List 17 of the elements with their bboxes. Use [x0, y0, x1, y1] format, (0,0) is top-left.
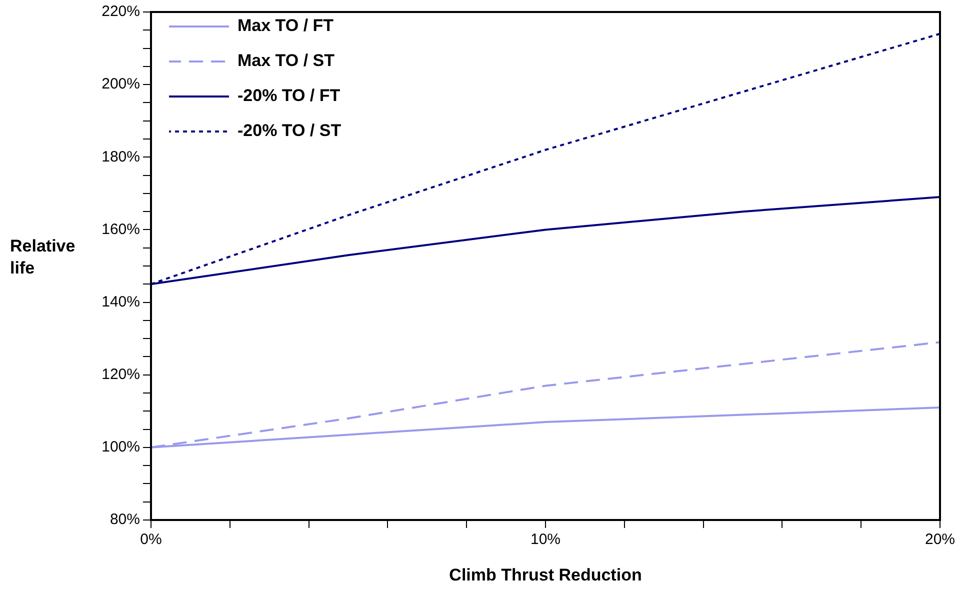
y-tick-label: 160%	[102, 220, 140, 238]
x-tick-label: 10%	[530, 531, 561, 548]
legend-label: -20% TO / ST	[238, 121, 342, 140]
x-tick-label: 20%	[924, 531, 956, 548]
legend-label: -20% TO / FT	[238, 86, 341, 106]
y-tick-label: 220%	[102, 3, 140, 20]
x-axis-title: Climb Thrust Reduction	[449, 565, 642, 584]
y-tick-label: 180%	[102, 148, 140, 166]
y-tick-label: 120%	[102, 366, 140, 383]
legend-label: Max TO / FT	[238, 16, 334, 36]
y-tick-label: 140%	[102, 293, 140, 310]
x-tick-label: 0%	[140, 531, 162, 548]
y-axis-title: Relative life	[10, 236, 76, 278]
y-tick-label: 80%	[110, 511, 140, 528]
y-tick-label: 100%	[102, 438, 140, 456]
y-tick-label: 200%	[102, 76, 140, 93]
legend-label: Max TO / ST	[238, 51, 336, 70]
